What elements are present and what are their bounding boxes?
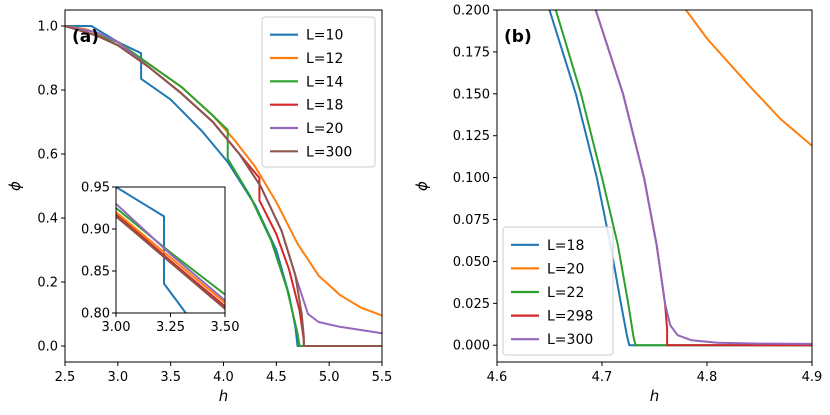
- y-tick-label: 0.150: [453, 87, 490, 102]
- inset-series-line-L=14: [116, 207, 225, 296]
- inset-series-line-L=10: [116, 187, 189, 313]
- panel-label: (a): [72, 27, 99, 47]
- legend-label-L=20: L=20: [306, 121, 343, 137]
- legend: L=18 L=20 L=22 L=298 L=300: [502, 226, 614, 356]
- inset-series-line-L=18: [116, 213, 225, 308]
- axes-frame: [496, 9, 813, 363]
- y-axis-label: ϕ: [413, 181, 431, 191]
- legend-label-L=300: L=300: [547, 332, 593, 348]
- series-line-L=300: [594, 10, 812, 345]
- y-tick-label: 0.2: [37, 276, 58, 291]
- x-tick-label: 3.0: [107, 370, 128, 385]
- inset-y-tick-label: 0.90: [81, 223, 110, 238]
- x-tick-label: 4.9: [802, 370, 823, 385]
- y-tick-label: 1.0: [37, 20, 58, 35]
- legend-label-L=20: L=20: [547, 261, 584, 277]
- series-line-L=298: [594, 10, 812, 347]
- y-tick-label: 0.025: [453, 297, 490, 312]
- legend-label-L=12: L=12: [306, 51, 343, 67]
- y-tick-label: 0.075: [453, 213, 490, 228]
- legend-label-L=18: L=18: [547, 238, 584, 254]
- y-tick-label: 0.4: [37, 212, 58, 227]
- inset-series-group: [116, 187, 225, 313]
- x-axis-label: h: [219, 387, 229, 405]
- x-tick-label: 4.5: [266, 370, 287, 385]
- legend-label-L=18: L=18: [306, 98, 343, 114]
- inset-x-tick-label: 3.50: [211, 320, 240, 335]
- panel-label: (b): [504, 27, 532, 47]
- x-tick-label: 4.8: [697, 370, 718, 385]
- y-tick-label: 0.050: [453, 255, 490, 270]
- x-tick-label: 5.0: [319, 370, 340, 385]
- y-tick-label: 0.000: [453, 339, 490, 354]
- y-tick-label: 0.100: [453, 171, 490, 186]
- y-tick-label: 0.200: [453, 4, 490, 19]
- legend-box: [261, 16, 376, 168]
- panel-b: 4.6 4.7 4.8 4.9 0.000 0.025 0.050 0.075 0.100 0.1…: [413, 4, 823, 406]
- legend-label-L=22: L=22: [547, 285, 584, 301]
- legend-box: [502, 226, 614, 356]
- inset-series-line-L=300: [116, 215, 225, 310]
- panel-a: 2.5 3.0 3.5 4.0 4.5 5.0 5.5 0.0 0.2 0.4 0.6 0.8 1.0 h…: [6, 9, 393, 405]
- y-tick-label: 0.125: [453, 129, 490, 144]
- series-line-L=20: [685, 10, 812, 147]
- x-tick-label: 4.6: [487, 370, 508, 385]
- inset-y-tick-label: 0.85: [81, 265, 110, 280]
- x-tick-label: 4.7: [592, 370, 613, 385]
- inset-y-tick-label: 0.95: [81, 181, 110, 196]
- x-tick-label: 3.5: [160, 370, 181, 385]
- y-tick-label: 0.0: [37, 340, 58, 355]
- y-tick-label: 0.8: [37, 84, 58, 99]
- legend-label-L=300: L=300: [306, 144, 352, 160]
- legend: L=10 L=12 L=14 L=18 L=20 L=300: [261, 16, 376, 168]
- series-line-L=22: [554, 10, 812, 347]
- x-axis-label: h: [650, 387, 660, 405]
- legend-label-L=298: L=298: [547, 309, 593, 325]
- x-tick-label: 5.5: [372, 370, 393, 385]
- inset-axes: 3.00 3.25 3.50 0.80 0.85 0.90 0.95: [81, 181, 239, 336]
- series-line-L=300: [65, 25, 382, 347]
- x-tick-label: 2.5: [55, 370, 76, 385]
- y-tick-label: 0.6: [37, 148, 58, 163]
- legend-label-L=14: L=14: [306, 74, 343, 90]
- series-group: [65, 25, 382, 347]
- inset-x-tick-label: 3.00: [102, 320, 131, 335]
- inset-y-tick-label: 0.80: [81, 307, 110, 322]
- inset-series-line-L=12: [116, 211, 225, 304]
- inset-x-tick-label: 3.25: [156, 320, 185, 335]
- y-axis-label: ϕ: [6, 181, 24, 191]
- x-tick-label: 4.0: [213, 370, 234, 385]
- legend-label-L=10: L=10: [306, 28, 343, 44]
- y-tick-label: 0.175: [453, 45, 490, 60]
- inset-series-line-L=20: [116, 203, 225, 302]
